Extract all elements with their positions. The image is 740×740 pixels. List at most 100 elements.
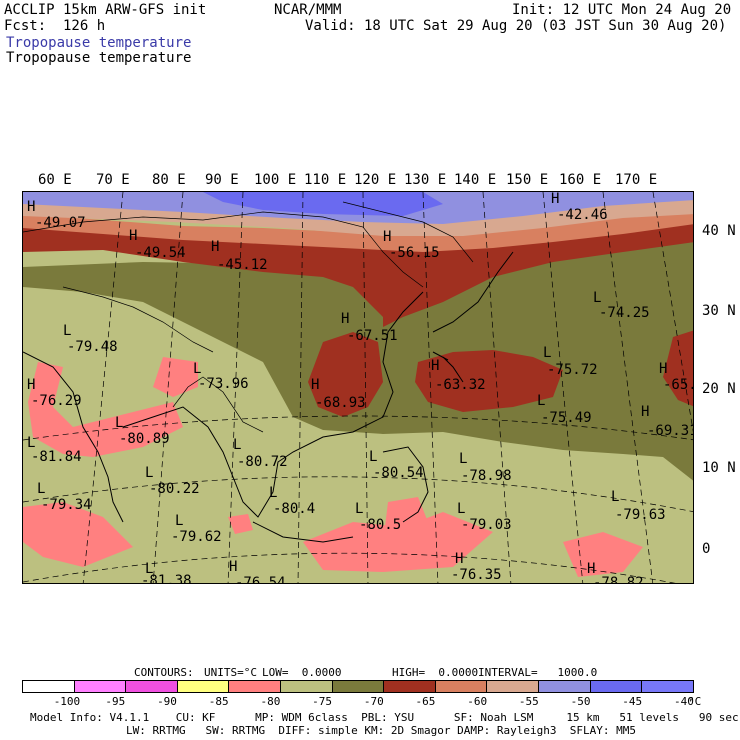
contour-label: CONTOURS: [134,666,194,679]
colored-field-name: Tropopause temperature [6,35,192,51]
extremum-label: L [537,393,546,409]
extremum-value: -75.72 [547,362,598,378]
model-info-line1: Model Info: V4.1.1 CU: KF MP: WDM 6class… [30,711,739,724]
legend-swatch [74,681,127,692]
lat-label: 30 N [702,303,736,319]
extremum-value: -80.5 [359,517,402,533]
lon-label: 100 E [254,172,297,188]
valid-time: Valid: 18 UTC Sat 29 Aug 20 (03 JST Sun … [305,18,727,34]
extremum-label: L [593,290,602,306]
extremum-label: H [551,191,560,207]
legend-tick-label: -85 [208,695,229,708]
extremum-label: L [355,501,364,517]
model-info-line2: LW: RRTMG SW: RRTMG DIFF: simple KM: 2D … [126,724,636,737]
extremum-label: H [383,229,392,245]
lon-label: 160 E [559,172,602,188]
forecast-hour: Fcst: 126 h [4,18,106,34]
extremum-value: -74.25 [599,305,650,321]
extremum-value: -75.49 [541,410,592,426]
borders [23,201,474,433]
field-patch-pink-phil [385,497,428,537]
lon-label: 130 E [404,172,447,188]
extremum-label: L [269,485,278,501]
legend-unit: °C [688,695,702,708]
field-patch-pink-bay [153,357,198,397]
extremum-label: H [341,311,350,327]
extremum-value: -42.46 [557,207,608,223]
extremum-value: -76.35 [451,567,502,583]
field-patch-red-china [308,332,383,417]
extremum-value: -78.82 [593,575,644,584]
lon-label: 150 E [506,172,549,188]
contour-high: HIGH= 0.0000 [392,666,479,679]
extremum-label: L [457,501,466,517]
lon-label: 170 E [615,172,658,188]
legend-tick-label: -90 [157,695,177,708]
lon-label: 60 E [38,172,72,188]
lon-label: 80 E [152,172,186,188]
extremum-label: L [27,435,36,451]
color-legend [22,680,694,693]
extremum-label: L [145,465,154,481]
map-panel: H -49.07 H -49.54 H -45.12 H -56.15 H -4… [22,191,694,584]
legend-swatch [281,681,333,692]
legend-tick-label: -65 [415,695,436,708]
legend-swatch [177,681,230,692]
extremum-value: -76.29 [31,393,82,409]
extremum-value: -79.62 [171,529,222,545]
extremum-label: L [543,345,552,361]
field-patch-pink-sw [23,502,133,567]
extremum-value: -81.84 [31,449,82,465]
legend-swatch [590,681,643,692]
extremum-label: L [611,489,620,505]
legend-tick-label: -100 [53,695,81,708]
legend-swatch [384,681,436,692]
legend-tick-label: -60 [467,695,488,708]
extremum-value: -78.98 [461,468,512,484]
lon-label: 120 E [354,172,397,188]
extremum-value: -79.48 [67,339,118,355]
extremum-value: -76.54 [235,575,286,584]
coastlines [23,251,514,543]
extremum-label: H [27,377,36,393]
legend-tick-label: -40 [674,695,694,708]
extremum-value: -80.22 [149,481,200,497]
extremum-label: H [659,361,668,377]
legend-swatch [642,681,693,692]
extremum-value: -49.07 [35,215,86,231]
field-patch-red-right [663,330,693,407]
field-band-darkred [23,222,693,327]
extremum-label: L [115,415,124,431]
plot-title: ACCLIP 15km ARW-GFS init [4,2,207,18]
legend-tick-label: -50 [570,695,591,708]
field-patch-pink-se [563,532,643,577]
legend-tick-label: -75 [312,695,333,708]
extremum-label: H [641,404,650,420]
extremum-value: -80.89 [119,431,170,447]
lat-label: 40 N [702,223,736,239]
organization: NCAR/MMM [274,2,342,18]
extremum-value: -80.54 [373,465,424,481]
extremum-value: -79.34 [41,497,92,513]
extremum-label: L [459,451,468,467]
legend-swatch [435,681,488,692]
lon-label: 70 E [96,172,130,188]
legend-swatch [126,681,178,692]
extremum-value: -79.03 [461,517,512,533]
lon-label: 90 E [205,172,239,188]
extremum-value: -63.32 [435,377,486,393]
extremum-value: -73.96 [198,376,249,392]
extremum-label: H [455,551,464,567]
field-band-blue [203,192,443,216]
legend-tick-label: -70 [363,695,384,708]
extremum-label: H [229,559,238,575]
extremum-label: L [63,323,72,339]
legend-swatch [23,681,75,692]
extremum-label: H [211,239,220,255]
extremum-label: L [193,361,202,377]
extremum-value: -56.15 [389,245,440,261]
extremum-value: -81.38 [141,573,192,584]
extremum-value: -65.0 [663,377,693,393]
extremum-label: H [431,358,440,374]
legend-tick-label: -45 [622,695,643,708]
